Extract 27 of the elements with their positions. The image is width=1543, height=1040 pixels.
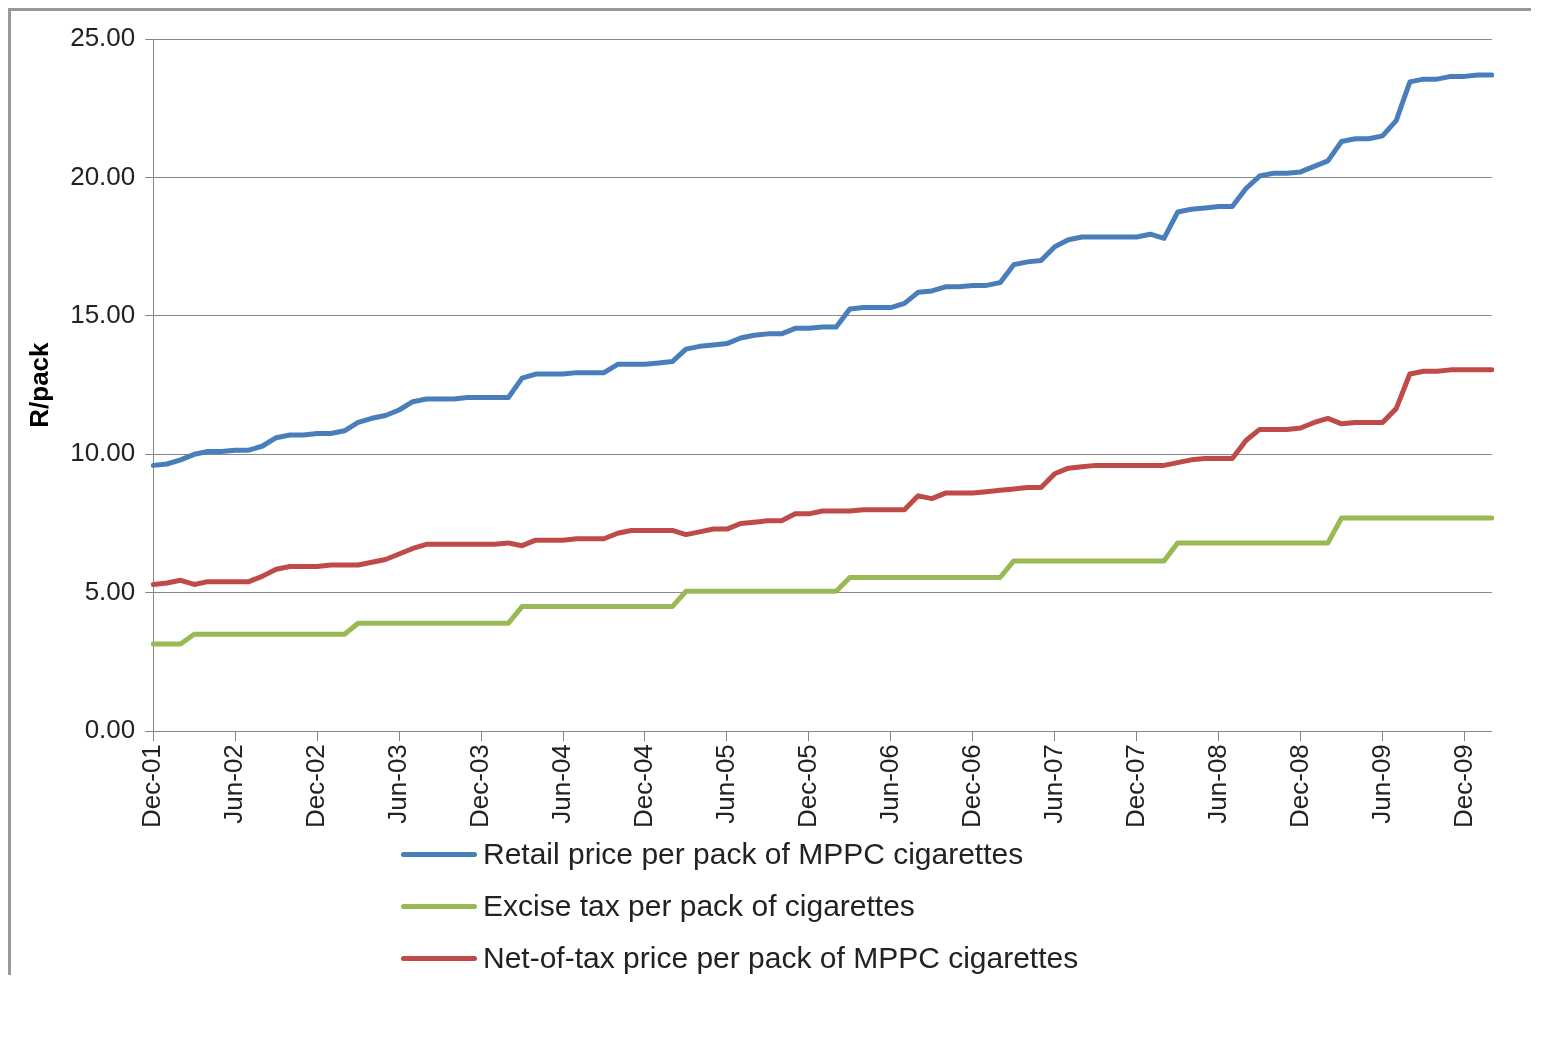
x-tick-label: Dec-06: [955, 744, 986, 829]
x-tick-label: Jun-02: [218, 744, 249, 824]
y-tick-label: 25.00: [70, 22, 136, 53]
x-tick-label: Dec-04: [628, 744, 659, 829]
x-tick-label: Jun-05: [710, 744, 741, 824]
x-tick-label: Jun-09: [1365, 744, 1396, 824]
x-tick-label: Dec-07: [1119, 744, 1150, 829]
x-tick-label: Dec-01: [136, 744, 167, 829]
y-tick-label: 15.00: [70, 299, 136, 330]
y-tick-label: 5.00: [84, 575, 136, 606]
x-tick-label: Jun-07: [1037, 744, 1068, 824]
x-tick-label: Dec-05: [792, 744, 823, 829]
x-tick-label: Dec-03: [464, 744, 495, 829]
y-axis-title: R/pack: [23, 341, 54, 428]
y-tick-label: 20.00: [70, 160, 136, 191]
y-tick-label: 10.00: [70, 437, 136, 468]
x-tick-label: Dec-09: [1447, 744, 1478, 829]
legend-label: Net-of-tax price per pack of MPPC cigarettes: [483, 941, 1079, 975]
y-tick-label: 0.00: [84, 714, 136, 745]
x-tick-label: Jun-08: [1201, 744, 1232, 824]
x-tick-label: Jun-03: [382, 744, 413, 824]
x-tick-label: Jun-04: [546, 744, 577, 824]
legend-label: Retail price per pack of MPPC cigarettes: [483, 837, 1024, 871]
x-tick-label: Jun-06: [874, 744, 904, 824]
x-tick-label: Dec-02: [300, 744, 331, 829]
legend-label: Excise tax per pack of cigarettes: [483, 889, 915, 923]
x-tick-label: Dec-08: [1283, 744, 1314, 829]
